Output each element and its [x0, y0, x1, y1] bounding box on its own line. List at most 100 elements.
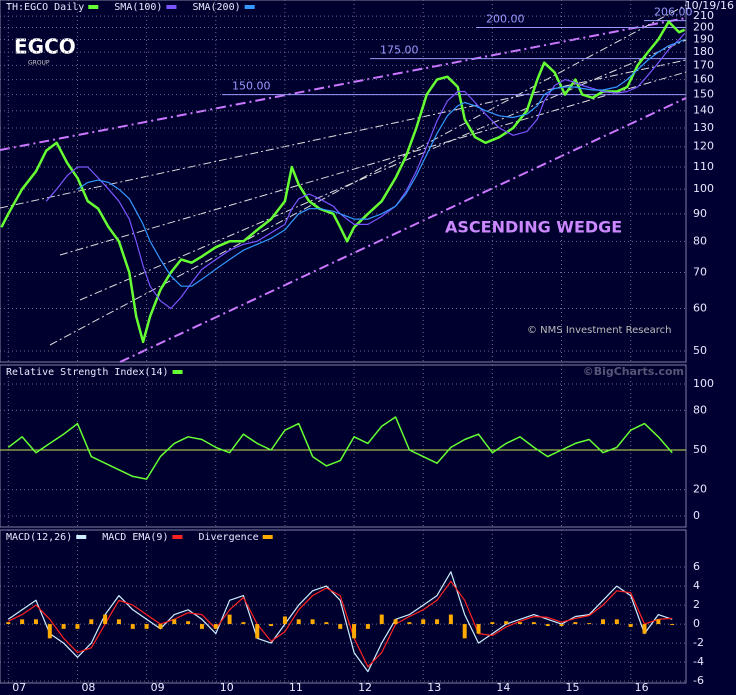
divergence-bar	[186, 621, 191, 625]
y-tick-label: 110	[693, 160, 714, 173]
divergence-bar	[559, 624, 564, 626]
x-tick-label: 09	[151, 681, 165, 694]
y-tick-label: 180	[693, 45, 714, 58]
y-tick-label: 50	[693, 344, 707, 357]
wedge-lower	[119, 97, 687, 363]
y-tick-label: 100	[693, 377, 714, 390]
divergence-bar	[6, 622, 11, 625]
y-tick-label: 210	[693, 9, 714, 22]
legend-swatch	[88, 5, 99, 9]
divergence-bar	[421, 619, 426, 625]
divergence-bar	[158, 624, 163, 629]
y-tick-label: 20	[693, 483, 707, 496]
divergence-bar	[448, 614, 453, 625]
divergence-bar	[199, 624, 204, 629]
legend-swatch	[76, 535, 87, 539]
x-tick-label: 15	[566, 681, 580, 694]
divergence-bar	[75, 624, 80, 629]
y-tick-label: 140	[693, 104, 714, 117]
x-tick-label: 11	[289, 681, 303, 694]
divergence-bar	[61, 624, 66, 629]
y-tick-label: 80	[693, 234, 707, 247]
legend-label: Divergence	[198, 532, 258, 543]
divergence-bar	[462, 624, 467, 639]
divergence-bar	[587, 623, 592, 625]
y-tick-label: 190	[693, 32, 714, 45]
level-label: 175.00	[380, 44, 419, 57]
y-tick-label: 0	[693, 617, 700, 630]
divergence-bar	[614, 619, 619, 625]
divergence-bar	[241, 622, 246, 625]
divergence-bar	[476, 624, 481, 634]
y-tick-label: 160	[693, 73, 714, 86]
y-tick-label: 120	[693, 140, 714, 153]
divergence-bar	[255, 624, 260, 639]
divergence-bar	[656, 619, 661, 625]
divergence-bar	[435, 619, 440, 625]
divergence-bar	[20, 619, 25, 625]
legend-label: MACD(12,26)	[6, 532, 72, 543]
divergence-bar	[490, 622, 495, 625]
wedge-upper	[0, 17, 687, 151]
divergence-bar	[352, 624, 357, 639]
y-tick-label: 100	[693, 182, 714, 195]
credit: ©BigCharts.com	[583, 365, 684, 378]
x-tick-label: 12	[358, 681, 372, 694]
divergence-bar	[642, 624, 647, 634]
y-tick-label: 0	[693, 509, 700, 522]
series-line	[0, 20, 686, 344]
legend-label: SMA(200)	[192, 2, 240, 13]
trend-line	[0, 59, 687, 209]
x-tick-label: 07	[12, 681, 26, 694]
y-tick-label: 60	[693, 301, 707, 314]
y-tick-label: 80	[693, 403, 707, 416]
divergence-bar	[282, 616, 287, 625]
legend-swatch	[166, 5, 177, 9]
y-tick-label: -4	[693, 655, 704, 668]
divergence-bar	[670, 624, 675, 626]
divergence-bar	[573, 622, 578, 625]
legend-swatch	[262, 535, 273, 539]
logo-subtitle: GROUP	[28, 60, 50, 67]
series-line	[45, 32, 686, 310]
x-tick-label: 14	[496, 681, 510, 694]
divergence-bar	[407, 622, 412, 625]
price-panel	[0, 0, 687, 363]
series-line	[7, 416, 673, 480]
divergence-bar	[365, 624, 370, 629]
divergence-bar	[531, 622, 536, 625]
legend-label: Relative Strength Index(14)	[6, 367, 169, 378]
x-tick-label: 16	[635, 681, 649, 694]
macd-panel	[0, 529, 687, 684]
trend-line	[59, 71, 687, 256]
divergence-bar	[47, 624, 52, 639]
divergence-bar	[601, 619, 606, 625]
y-tick-label: 6	[693, 560, 700, 573]
divergence-bar	[144, 624, 149, 629]
divergence-bar	[227, 614, 232, 625]
divergence-bar	[269, 624, 274, 626]
trend-lines	[0, 4, 687, 363]
annotation: © NMS Investment Research	[527, 325, 672, 336]
divergence-bar	[324, 622, 329, 625]
y-tick-label: -6	[693, 674, 704, 687]
divergence-bar	[393, 619, 398, 625]
divergence-bar	[89, 619, 94, 625]
y-tick-label: 2	[693, 598, 700, 611]
x-tick-label: 08	[81, 681, 95, 694]
divergence-bar	[130, 624, 135, 629]
y-tick-label: 4	[693, 579, 700, 592]
x-tick-label: 10	[220, 681, 234, 694]
legend-label: MACD EMA(9)	[102, 532, 168, 543]
divergence-bar	[103, 614, 108, 625]
y-tick-label: 70	[693, 265, 707, 278]
divergence-bar	[628, 624, 633, 627]
divergence-bar	[296, 619, 301, 625]
level-label: 206.00	[654, 6, 693, 19]
y-tick-label: 50	[693, 443, 707, 456]
legend-swatch	[172, 535, 183, 539]
divergence-bar	[172, 619, 177, 625]
y-tick-label: 200	[693, 20, 714, 33]
